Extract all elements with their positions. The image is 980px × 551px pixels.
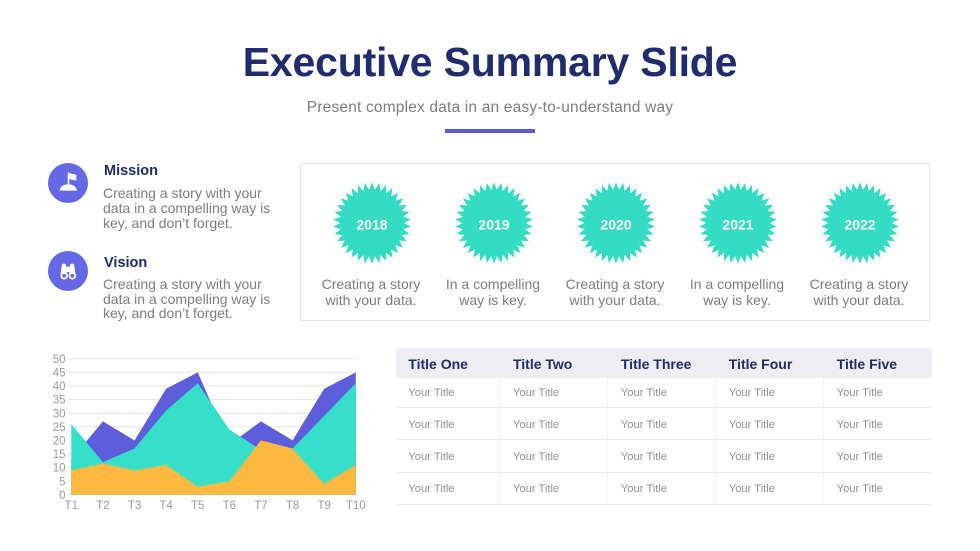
svg-text:T6: T6 [223,500,236,512]
svg-text:0: 0 [59,490,65,502]
svg-text:40: 40 [53,381,66,393]
svg-text:T1: T1 [65,500,78,512]
svg-text:T7: T7 [254,500,267,512]
svg-text:T5: T5 [191,500,204,512]
svg-text:5: 5 [59,476,65,488]
svg-text:2019: 2019 [478,216,509,232]
svg-text:T2: T2 [96,500,109,512]
svg-text:T4: T4 [159,500,173,512]
svg-text:35: 35 [53,395,66,407]
svg-text:20: 20 [53,436,66,448]
svg-text:2020: 2020 [600,216,631,232]
svg-text:2018: 2018 [356,216,387,232]
svg-text:25: 25 [53,422,66,434]
svg-text:30: 30 [53,408,66,420]
svg-text:2021: 2021 [722,216,753,232]
svg-text:T3: T3 [128,500,141,512]
svg-text:50: 50 [53,354,66,366]
svg-text:T9: T9 [317,500,330,512]
svg-text:2022: 2022 [844,216,875,232]
svg-text:15: 15 [53,449,66,461]
svg-text:45: 45 [53,368,66,380]
svg-text:T8: T8 [286,500,299,512]
svg-text:10: 10 [53,463,66,475]
svg-text:T10: T10 [346,500,366,512]
